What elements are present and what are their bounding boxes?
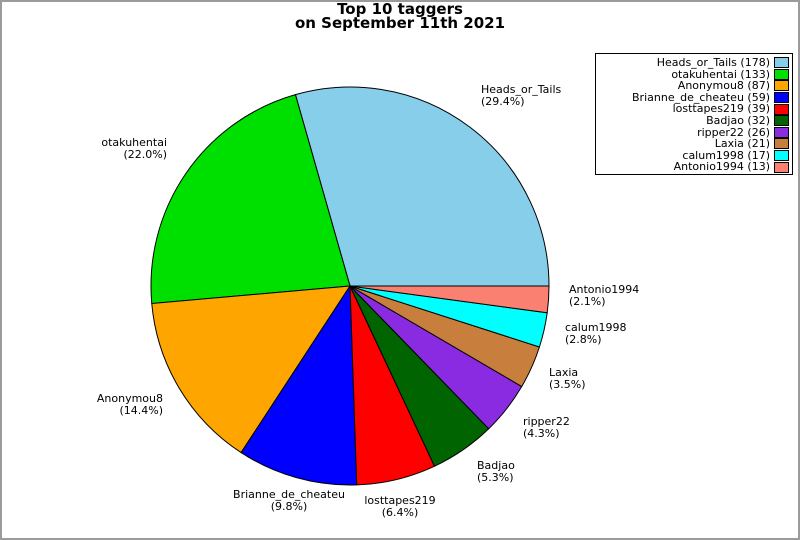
legend-row-laxia: Laxia (21) xyxy=(598,138,789,150)
pie-label-percent: (3.5%) xyxy=(549,377,586,391)
legend-swatch-icon xyxy=(774,161,789,173)
legend-label: Anonymou8 (87) xyxy=(677,79,770,93)
legend-label: calum1998 (17) xyxy=(682,148,770,162)
legend-swatch-icon xyxy=(774,115,789,127)
chart-subtitle: on September 11th 2021 xyxy=(294,14,506,32)
legend-row-calum1998: calum1998 (17) xyxy=(598,150,789,162)
legend-label: Laxia (21) xyxy=(714,137,770,151)
legend-swatch-icon xyxy=(774,103,789,115)
legend-label: losttapes219 (39) xyxy=(672,102,770,116)
legend-swatch-icon xyxy=(774,126,789,138)
pie-label-percent: (5.3%) xyxy=(477,470,514,484)
pie-label-name: Heads_or_Tails xyxy=(481,83,562,96)
legend-swatch-icon xyxy=(774,92,789,104)
pie-label-laxia: Laxia (3.5%) xyxy=(549,367,586,390)
pie-label-otakuhentai: otakuhentai (22.0%) xyxy=(101,137,167,160)
legend-row-badjao: Badjao (32) xyxy=(598,115,789,127)
legend-row-antonio1994: Antonio1994 (13) xyxy=(598,161,789,173)
pie-label-name: otakuhentai xyxy=(101,136,167,149)
pie-label-name: Anonymou8 xyxy=(96,392,163,405)
pie-slice-otakuhentai xyxy=(150,94,351,305)
pie-label-calum1998: calum1998 (2.8%) xyxy=(565,322,627,345)
pie-label-name: calum1998 xyxy=(565,321,627,334)
pie-label-badjao: Badjao (5.3%) xyxy=(477,460,515,483)
legend-row-otakuhentai: otakuhentai (133) xyxy=(598,67,789,81)
legend-label: Badjao (32) xyxy=(706,113,770,127)
pie-label-ripper22: ripper22 (4.3%) xyxy=(523,416,570,439)
legend-label: Antonio1994 (13) xyxy=(673,160,770,174)
pie-label-percent: (9.8%) xyxy=(270,499,308,513)
legend-swatch-icon xyxy=(774,138,789,150)
legend-box: Heads_or_Tails (178) otakuhentai (133) Ano… xyxy=(595,53,793,175)
pie-label-name: Antonio1994 xyxy=(569,283,640,296)
legend-label: ripper22 (26) xyxy=(697,125,770,139)
legend-label: Heads_or_Tails (178) xyxy=(656,56,770,69)
legend-swatch-icon xyxy=(774,80,789,92)
pie-label-anonymou8: Anonymou8 (14.4%) xyxy=(97,393,163,416)
pie-label-percent: (2.8%) xyxy=(565,332,602,346)
legend-swatch-icon xyxy=(774,68,789,80)
pie-label-name: Brianne_de_cheateu xyxy=(233,488,345,501)
legend-swatch-icon xyxy=(774,57,789,69)
pie-label-antonio1994: Antonio1994 (2.1%) xyxy=(569,284,639,307)
pie-label-name: Badjao xyxy=(477,459,515,472)
pie-slice-antonio1994 xyxy=(349,285,550,314)
pie-slice-brianne_de_cheateu xyxy=(240,284,358,486)
legend-row-heads_or_tails: Heads_or_Tails (178) xyxy=(598,57,789,69)
pie-label-heads_or_tails: Heads_or_Tails (29.4%) xyxy=(481,84,561,107)
legend-row-losttapes219: losttapes219 (39) xyxy=(598,103,789,115)
legend-label: otakuhentai (133) xyxy=(671,67,770,81)
pie-slice-heads_or_tails xyxy=(294,86,550,287)
pie-label-name: ripper22 xyxy=(523,415,570,428)
legend-label: Brianne_de_cheateu (59) xyxy=(632,90,770,104)
pie-label-name: losttapes219 xyxy=(364,494,436,507)
pie-label-name: Laxia xyxy=(549,366,579,379)
pie-label-percent: (29.4%) xyxy=(481,94,525,108)
legend-swatch-icon xyxy=(774,150,789,162)
legend-row-ripper22: ripper22 (26) xyxy=(598,125,789,139)
chart-title: Top 10 taggers xyxy=(337,0,463,18)
pie-label-percent: (2.1%) xyxy=(569,294,606,308)
pie-label-percent: (4.3%) xyxy=(523,426,560,440)
legend-row-anonymou8: Anonymou8 (87) xyxy=(598,80,789,92)
legend-rows: Heads_or_Tails (178) otakuhentai (133) Ano… xyxy=(598,57,789,173)
legend-row-brianne_de_cheateu: Brianne_de_cheateu (59) xyxy=(598,92,789,104)
pie-slice-anonymou8 xyxy=(151,285,351,454)
pie-label-percent: (14.4%) xyxy=(119,403,163,417)
pie-label-losttapes219: losttapes219 (6.4%) xyxy=(364,495,435,518)
chart-title-block: Top 10 taggers on September 11th 2021 xyxy=(0,0,800,32)
pie-label-brianne_de_cheateu: Brianne_de_cheateu (9.8%) xyxy=(233,489,345,512)
pie-label-percent: (22.0%) xyxy=(123,147,167,161)
pie-label-percent: (6.4%) xyxy=(381,505,419,519)
